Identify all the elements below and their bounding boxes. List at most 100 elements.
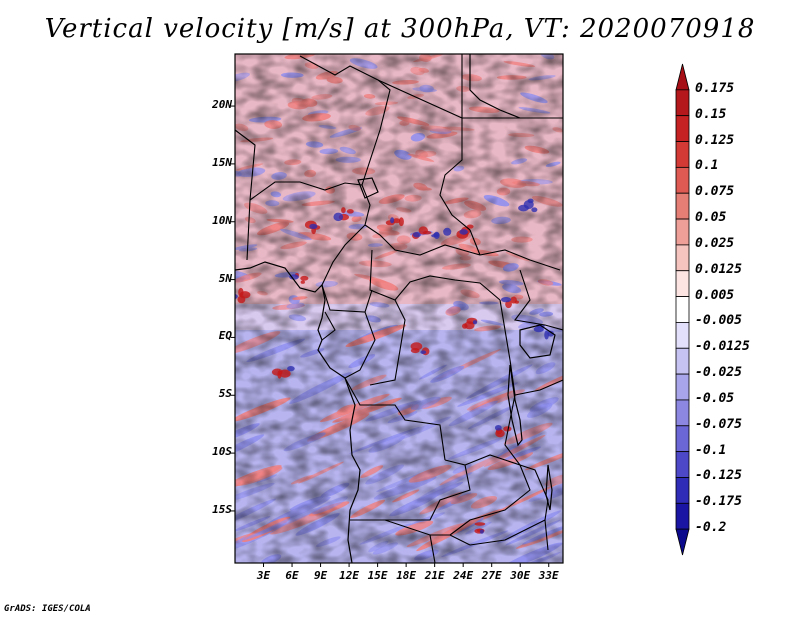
field-spot (289, 274, 299, 280)
lon-label: 21E (424, 569, 445, 582)
colorbar-box (675, 451, 690, 478)
lon-label: 27E (481, 569, 502, 582)
lake-victoria (519, 324, 556, 359)
border-nigeria-benin (246, 199, 251, 261)
field-spot (533, 326, 544, 333)
field-spot (333, 212, 344, 222)
field-spot (392, 218, 401, 224)
field-spot (279, 369, 291, 378)
colorbar-box (675, 218, 690, 246)
field-spot (443, 227, 452, 236)
lon-label: 9E (313, 569, 328, 582)
lon-label: 6E (285, 569, 299, 582)
field-spot (238, 287, 244, 297)
colorbar-label: 0.05 (695, 210, 727, 226)
colorbar-box (675, 322, 690, 349)
colorbar-box (675, 347, 690, 375)
coastline (235, 54, 556, 563)
colorbar-label: -0.0125 (695, 339, 750, 355)
colorbar-box (675, 528, 690, 556)
coastline-west-africa (235, 261, 361, 563)
field-spot (479, 529, 484, 534)
border-zimbabwe (469, 519, 546, 546)
field-spot (235, 293, 238, 300)
field-spot (505, 300, 512, 309)
colorbar-label: 0.025 (695, 235, 735, 251)
border-niger-chad (361, 79, 391, 186)
colorbar-label: 0.125 (695, 132, 735, 148)
colorbar-box (675, 166, 690, 194)
colorbar-label: -0.005 (695, 313, 742, 329)
field-spot (346, 209, 354, 214)
field-spot (309, 223, 318, 230)
field-spot (500, 297, 512, 303)
border-botswana (429, 534, 436, 563)
colorbar-label: 0.005 (695, 287, 735, 303)
lat-label: EQ (218, 329, 232, 343)
lat-label: 10S (212, 445, 232, 459)
field-spot (464, 321, 475, 330)
field-spot (495, 429, 505, 438)
border-uganda-kenya (514, 269, 563, 331)
colorbar-box (675, 296, 690, 323)
field-spot (472, 320, 478, 325)
colorbar-label: -0.175 (695, 494, 742, 510)
field-spot (503, 426, 512, 432)
field-spot (390, 217, 395, 224)
colorbar-box (675, 477, 690, 504)
lat-label: 10N (212, 213, 232, 227)
field-spot (514, 300, 519, 304)
colorbar-box (675, 270, 690, 297)
colorbar-boxes (675, 63, 690, 556)
colorbar-label: -0.075 (695, 416, 742, 432)
border-angola-east (385, 459, 471, 521)
lat-label: 5N (218, 271, 232, 285)
field-spot (531, 207, 538, 213)
colorbar-label: -0.2 (695, 520, 727, 536)
border-congo (344, 311, 376, 379)
border-zambia (449, 454, 531, 536)
axis-ticks (231, 105, 550, 567)
field-spot (410, 348, 420, 354)
lon-label: 24E (453, 569, 474, 582)
field-spot (300, 275, 309, 281)
field-spot (412, 231, 421, 238)
border-sudan-south (479, 249, 561, 271)
field-spot (341, 207, 346, 214)
colorbar-label: -0.125 (695, 468, 742, 484)
field-spot (287, 365, 295, 372)
colorbar-label: 0.075 (695, 184, 735, 200)
colorbar-label: 0.1 (695, 158, 719, 174)
grads-credit: GrADS: IGES/COLA (4, 604, 91, 614)
colorbar-box (675, 399, 690, 427)
map-frame (234, 53, 564, 564)
field-spot (420, 350, 427, 355)
lat-label: 5S (218, 387, 232, 401)
colorbar-box (675, 89, 690, 117)
lon-label: 30E (510, 569, 531, 582)
border-niger-nigeria (249, 181, 363, 201)
colorbar-label: -0.1 (695, 442, 727, 458)
border-mozambique (519, 464, 549, 551)
field-spot (466, 224, 474, 229)
field-spot (523, 200, 534, 210)
colorbar-box (675, 244, 690, 272)
lon-label: 33E (538, 569, 559, 582)
coastline-red-sea (469, 54, 521, 119)
colorbar-box (675, 192, 690, 220)
lon-label: 18E (396, 569, 417, 582)
colorbar-box (675, 373, 690, 401)
lake-chad (357, 177, 379, 199)
border-tanzania (514, 379, 563, 396)
lat-label: 15S (212, 502, 232, 516)
field-spot (237, 295, 246, 304)
border-nigeria-cameroon (321, 184, 371, 286)
field-spot (300, 280, 305, 284)
colorbar-box (675, 425, 690, 453)
field-spot (433, 232, 440, 238)
field-spot (544, 330, 549, 340)
lon-label: 15E (367, 569, 388, 582)
country-borders (235, 54, 563, 563)
